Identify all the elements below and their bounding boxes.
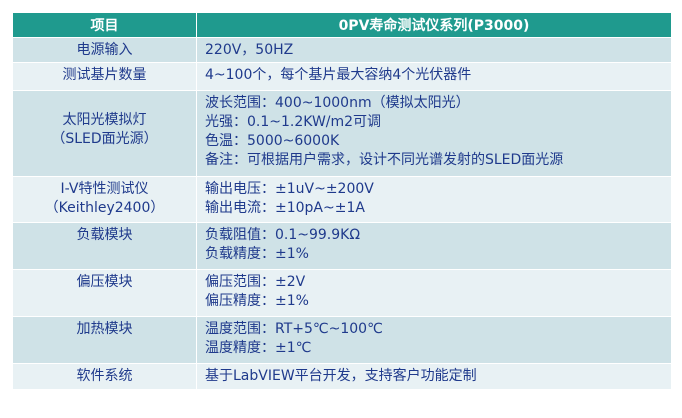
row-item-cell: 加热模块	[12, 316, 197, 364]
row-item-label: 负载模块	[76, 227, 133, 243]
row-item-cell: 软件系统	[12, 363, 197, 390]
row-item-sublabel: （Keithley2400）	[44, 200, 165, 216]
row-desc-line: 负载阻值：0.1~99.9KΩ	[205, 227, 361, 243]
table-header-row: 项目 0PV寿命测试仪系列(P3000)	[12, 12, 672, 38]
row-desc-line: 220V，50HZ	[205, 42, 294, 58]
row-desc-line: 4~100个，每个基片最大容纳4个光伏器件	[205, 67, 472, 83]
row-item-label: 偏压模块	[76, 274, 133, 290]
row-desc-line: 光强：0.1~1.2KW/m2可调	[205, 114, 382, 130]
table-row: I-V特性测试仪 （Keithley2400） 输出电压：±1uV~±200V …	[12, 176, 672, 223]
row-desc-cell: 220V，50HZ	[196, 37, 672, 63]
row-item-cell: 电源输入	[12, 37, 197, 63]
table-row: 电源输入 220V，50HZ	[12, 37, 672, 63]
row-item-label: 太阳光模拟灯	[62, 112, 147, 128]
row-item-cell: 负载模块	[12, 222, 197, 270]
row-desc-line: 波长范围：400~1000nm（模拟太阳光）	[205, 95, 470, 111]
row-desc-line: 负载精度：±1%	[205, 246, 309, 262]
table-row: 偏压模块 偏压范围：±2V 偏压精度：±1%	[12, 269, 672, 317]
column-header-item: 项目	[12, 12, 197, 38]
row-item-label: 软件系统	[76, 368, 133, 384]
row-desc-line: 偏压范围：±2V	[205, 274, 306, 290]
row-item-label: 测试基片数量	[62, 67, 147, 83]
row-desc-cell: 温度范围：RT+5℃~100℃ 温度精度：±1℃	[196, 316, 672, 364]
row-item-cell: 太阳光模拟灯 （SLED面光源）	[12, 90, 197, 177]
row-desc-cell: 波长范围：400~1000nm（模拟太阳光） 光强：0.1~1.2KW/m2可调…	[196, 90, 672, 177]
row-desc-cell: 负载阻值：0.1~99.9KΩ 负载精度：±1%	[196, 222, 672, 270]
row-desc-line: 温度精度：±1℃	[205, 340, 312, 356]
row-desc-line: 色温：5000~6000K	[205, 133, 340, 149]
spec-table: 项目 0PV寿命测试仪系列(P3000) 电源输入 220V，50HZ 测试基片…	[12, 12, 672, 390]
row-desc-line: 输出电压：±1uV~±200V	[205, 181, 374, 197]
row-item-cell: I-V特性测试仪 （Keithley2400）	[12, 176, 197, 223]
row-item-sublabel: （SLED面光源）	[51, 131, 158, 147]
table-row: 软件系统 基于LabVIEW平台开发，支持客户功能定制	[12, 363, 672, 390]
row-desc-cell: 4~100个，每个基片最大容纳4个光伏器件	[196, 62, 672, 91]
row-desc-cell: 输出电压：±1uV~±200V 输出电流：±10pA~±1A	[196, 176, 672, 223]
column-header-title: 0PV寿命测试仪系列(P3000)	[196, 12, 672, 38]
row-desc-line: 基于LabVIEW平台开发，支持客户功能定制	[205, 368, 477, 384]
table-row: 加热模块 温度范围：RT+5℃~100℃ 温度精度：±1℃	[12, 316, 672, 364]
row-desc-line: 偏压精度：±1%	[205, 293, 309, 309]
row-item-cell: 偏压模块	[12, 269, 197, 317]
row-desc-line: 温度范围：RT+5℃~100℃	[205, 321, 383, 337]
row-desc-line: 备注：可根据用户需求，设计不同光谱发射的SLED面光源	[205, 152, 564, 168]
row-desc-cell: 偏压范围：±2V 偏压精度：±1%	[196, 269, 672, 317]
row-item-label: 加热模块	[76, 321, 133, 337]
row-desc-cell: 基于LabVIEW平台开发，支持客户功能定制	[196, 363, 672, 390]
row-item-label: I-V特性测试仪	[60, 181, 149, 197]
row-item-cell: 测试基片数量	[12, 62, 197, 91]
row-item-label: 电源输入	[76, 42, 133, 58]
table-row: 负载模块 负载阻值：0.1~99.9KΩ 负载精度：±1%	[12, 222, 672, 270]
table-row: 测试基片数量 4~100个，每个基片最大容纳4个光伏器件	[12, 62, 672, 91]
table-row: 太阳光模拟灯 （SLED面光源） 波长范围：400~1000nm（模拟太阳光） …	[12, 90, 672, 177]
row-desc-line: 输出电流：±10pA~±1A	[205, 200, 365, 216]
